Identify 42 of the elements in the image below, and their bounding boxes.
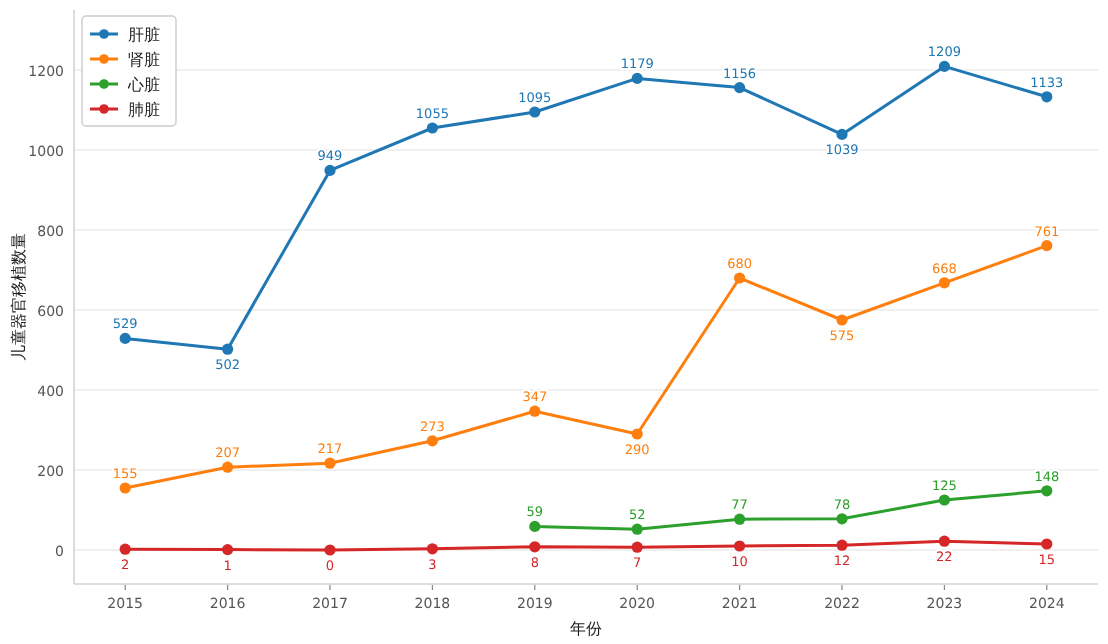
- x-axis-title: 年份: [570, 620, 602, 638]
- legend-label: 心脏: [126, 76, 160, 94]
- point: [734, 540, 746, 552]
- point: [529, 106, 541, 118]
- point: [119, 332, 131, 344]
- point: [529, 541, 541, 553]
- legend-label: 肾脏: [128, 51, 160, 69]
- point: [1041, 538, 1053, 550]
- point: [734, 82, 746, 94]
- point: [119, 482, 131, 494]
- point: [324, 544, 336, 556]
- point: [222, 544, 234, 556]
- point: [529, 405, 541, 417]
- legend-label: 肺脏: [128, 101, 160, 119]
- point: [324, 164, 336, 176]
- point: [938, 60, 950, 72]
- point: [222, 343, 234, 355]
- point: [631, 523, 643, 535]
- point: [631, 541, 643, 553]
- point: [631, 72, 643, 84]
- point: [938, 494, 950, 506]
- point: [836, 128, 848, 140]
- point: [836, 314, 848, 326]
- point: [426, 543, 438, 555]
- point: [1041, 485, 1053, 497]
- point: [222, 461, 234, 473]
- point: [529, 520, 541, 532]
- point: [734, 513, 746, 525]
- legend-label: 肝脏: [128, 26, 160, 44]
- point: [426, 122, 438, 134]
- point: [1041, 240, 1053, 252]
- point: [324, 457, 336, 469]
- point: [734, 272, 746, 284]
- point: [836, 513, 848, 525]
- point: [426, 435, 438, 447]
- y-axis-title: 儿童器官移植数量: [10, 233, 28, 361]
- point: [119, 543, 131, 555]
- point: [631, 428, 643, 440]
- point: [1041, 91, 1053, 103]
- point: [836, 539, 848, 551]
- point: [938, 277, 950, 289]
- point: [938, 535, 950, 547]
